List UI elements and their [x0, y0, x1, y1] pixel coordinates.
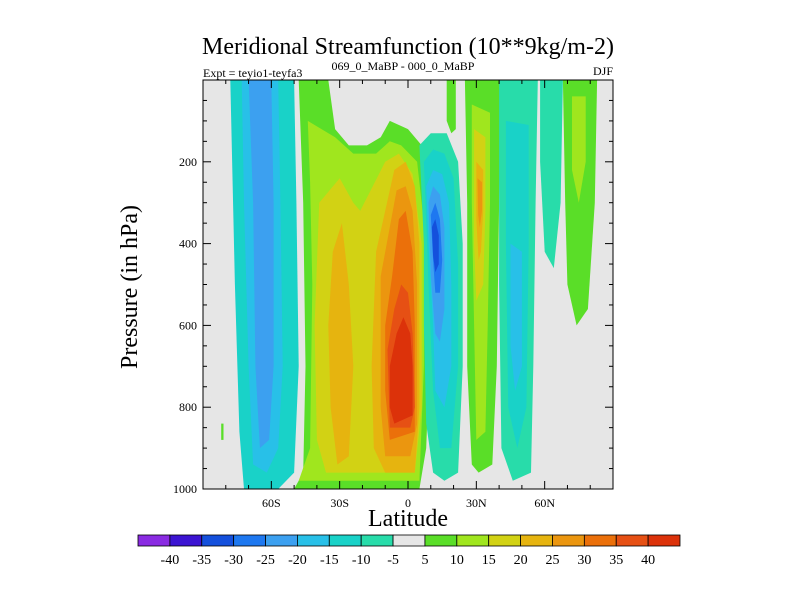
x-tick-label: 30N	[466, 496, 487, 510]
contour-band-75n-p10	[572, 96, 586, 203]
colorbar-box	[201, 534, 235, 547]
colorbar-tick-label: -30	[224, 553, 243, 568]
colorbar-box	[328, 534, 362, 547]
colorbar-tick-label: -10	[352, 553, 371, 568]
colorbar-box	[392, 534, 426, 547]
colorbar-tick-label: -25	[256, 553, 275, 568]
colorbar-tick-label: 20	[514, 553, 528, 568]
colorbar-tick-label: -20	[288, 553, 307, 568]
colorbar-tick-label: 30	[577, 553, 591, 568]
x-tick-label: 0	[405, 496, 411, 510]
colorbar-box	[647, 534, 681, 547]
colorbar-box	[297, 534, 330, 547]
contour-tower-p25	[477, 178, 482, 228]
contour-spot-tropics-p5	[446, 80, 456, 134]
colorbar-box	[615, 534, 649, 547]
chart-title: Meridional Streamfunction (10**9kg/m-2)	[202, 34, 614, 60]
colorbar-tick-label: 25	[545, 553, 559, 568]
subtitle-left: Expt = teyio1-teyfa3	[203, 66, 302, 80]
colorbar-tick-label: 35	[609, 553, 623, 568]
colorbar-box	[137, 534, 171, 547]
x-tick-label: 60N	[534, 496, 555, 510]
colorbar-box	[360, 534, 394, 547]
x-tick-label: 30S	[330, 496, 349, 510]
contour-hadley-p40	[389, 317, 413, 424]
y-tick-label: 1000	[173, 482, 197, 496]
subtitle-right: DJF	[593, 64, 613, 78]
y-tick-label: 800	[179, 400, 197, 414]
y-tick-label: 600	[179, 318, 197, 332]
colorbar-box	[583, 534, 617, 547]
colorbar-tick-label: 15	[482, 553, 496, 568]
subtitle-center: 069_0_MaBP - 000_0_MaBP	[332, 59, 475, 73]
colorbar-box	[552, 534, 585, 547]
colorbar-box	[520, 534, 553, 547]
contour-band-45n-n15	[510, 243, 522, 391]
colorbar-tick-label: 40	[641, 553, 655, 568]
contour-band-sh-n20	[248, 80, 274, 449]
contour-band-60n-n5	[540, 80, 563, 269]
colorbar: -40 -35 -30 -25 -20 -15 -10 -5 5 10 15 20 25 30 35 40	[137, 534, 681, 568]
colorbar-box	[424, 534, 458, 547]
y-tick-label: 200	[179, 155, 197, 169]
axes: 60S 30S 0 30N 60N 200 400 600 800 1000	[173, 79, 614, 510]
colorbar-tick-label: -15	[320, 553, 339, 568]
colorbar-tick-label: -40	[161, 553, 180, 568]
y-axis-label: Pressure (in hPa)	[117, 205, 143, 369]
colorbar-tick-label: -35	[192, 553, 211, 568]
colorbar-tick-label: 5	[421, 553, 428, 568]
x-tick-label: 60S	[262, 496, 281, 510]
colorbar-box	[456, 534, 490, 547]
colorbar-tick-label: 10	[450, 553, 464, 568]
colorbar-box	[488, 534, 521, 547]
contour-eq-n30	[431, 219, 439, 273]
colorbar-box	[265, 534, 298, 547]
colorbar-tick-label: -5	[387, 553, 399, 568]
plot-area	[203, 80, 613, 489]
colorbar-box	[169, 534, 203, 547]
y-tick-label: 400	[179, 237, 197, 251]
contour-spot-sh-p5	[221, 423, 224, 440]
contour-band-70n-p5	[562, 80, 598, 326]
contour-band-st-p20	[328, 223, 354, 465]
colorbar-box	[233, 534, 266, 547]
x-axis-label: Latitude	[368, 506, 448, 532]
